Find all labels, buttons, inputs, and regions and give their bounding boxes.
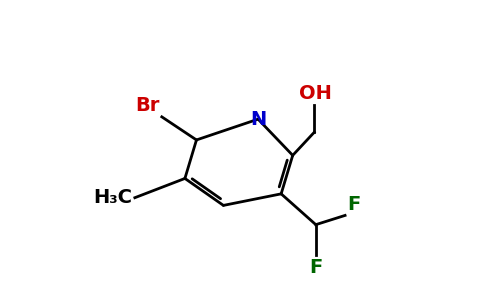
Text: F: F xyxy=(348,195,361,214)
Text: Br: Br xyxy=(135,95,160,115)
Text: OH: OH xyxy=(300,84,332,103)
Text: N: N xyxy=(250,110,266,129)
Text: F: F xyxy=(309,258,322,277)
Text: H₃C: H₃C xyxy=(93,188,133,207)
